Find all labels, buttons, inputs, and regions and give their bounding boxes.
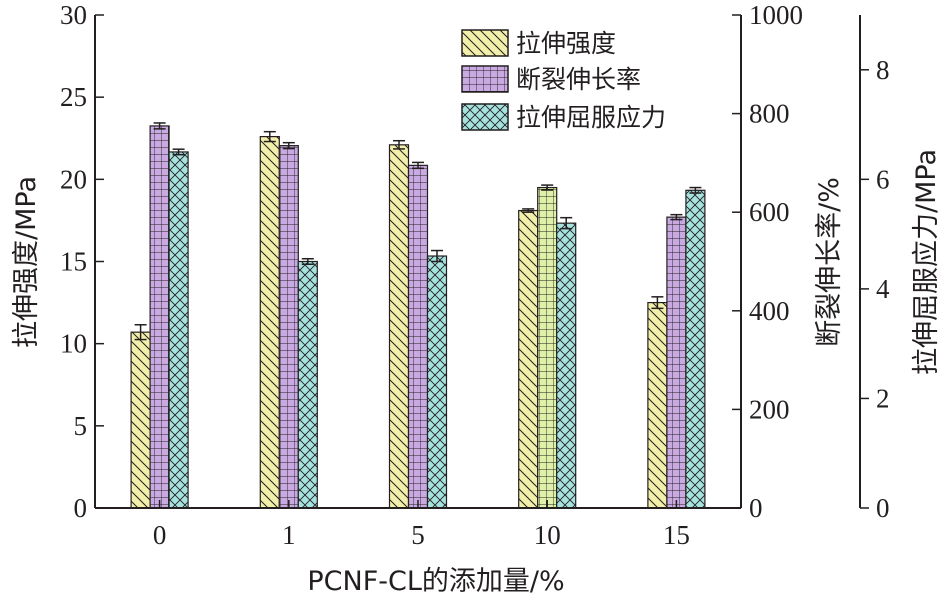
right2-tick-label: 2 bbox=[876, 383, 890, 413]
bar-elongation bbox=[537, 186, 558, 509]
legend: 拉伸强度 断裂伸长率 拉伸屈服应力 bbox=[461, 29, 666, 132]
bar-tensile-strength bbox=[647, 301, 668, 509]
left-axis-title: 拉伸强度/MPa bbox=[11, 176, 42, 348]
bar-yield-stress bbox=[297, 260, 318, 509]
right1-tick-label: 200 bbox=[749, 394, 790, 424]
legend-swatch-yield-stress bbox=[461, 103, 509, 131]
right2-axis-title: 拉伸屈服应力/MPa bbox=[911, 149, 942, 375]
bar-elongation bbox=[666, 216, 687, 509]
x-tick-label: 10 bbox=[534, 520, 561, 550]
bar-elongation bbox=[149, 125, 170, 509]
legend-swatch-tensile-strength bbox=[461, 29, 509, 57]
left-tick-label: 10 bbox=[60, 329, 87, 359]
bar-tensile-strength bbox=[259, 136, 280, 509]
right2-tick-label: 6 bbox=[876, 164, 890, 194]
left-tick-label: 15 bbox=[60, 247, 87, 277]
bar-tensile-strength bbox=[518, 209, 539, 509]
legend-label-elongation: 断裂伸长率 bbox=[516, 65, 641, 94]
right1-tick-label: 400 bbox=[749, 296, 790, 326]
x-tick-label: 5 bbox=[411, 520, 425, 550]
bar-elongation bbox=[407, 164, 429, 509]
bar-yield-stress bbox=[556, 222, 577, 509]
right1-axis-title: 断裂伸长率/% bbox=[814, 177, 845, 347]
x-axis-title: PCNF-CL的添加量/% bbox=[307, 566, 564, 597]
left-tick-label: 20 bbox=[60, 164, 87, 194]
legend-swatch-elongation bbox=[461, 65, 509, 93]
right2-tick-label: 4 bbox=[876, 274, 890, 304]
bars-group bbox=[130, 122, 706, 509]
right1-tick-label: 1000 bbox=[749, 0, 803, 30]
bar-yield-stress bbox=[168, 151, 189, 509]
right1-tick-label: 600 bbox=[749, 197, 790, 227]
right1-tick-label: 0 bbox=[749, 493, 763, 523]
x-tick-label: 1 bbox=[282, 520, 296, 550]
bar-tensile-strength bbox=[388, 144, 410, 509]
bar-yield-stress bbox=[426, 255, 448, 509]
x-tick-label: 15 bbox=[663, 520, 690, 550]
bar-elongation bbox=[278, 145, 299, 509]
legend-label-tensile-strength: 拉伸强度 bbox=[516, 29, 616, 58]
bar-tensile-strength bbox=[130, 331, 151, 509]
right2-tick-label: 0 bbox=[876, 493, 890, 523]
x-tick-label: 0 bbox=[153, 520, 167, 550]
left-tick-label: 5 bbox=[74, 411, 88, 441]
right1-tick-label: 800 bbox=[749, 99, 790, 129]
right2-tick-label: 8 bbox=[876, 55, 890, 85]
left-tick-label: 30 bbox=[60, 0, 87, 30]
bar-yield-stress bbox=[685, 189, 706, 509]
legend-label-yield-stress: 拉伸屈服应力 bbox=[516, 103, 666, 132]
left-tick-label: 25 bbox=[60, 82, 87, 112]
left-tick-label: 0 bbox=[74, 493, 88, 523]
